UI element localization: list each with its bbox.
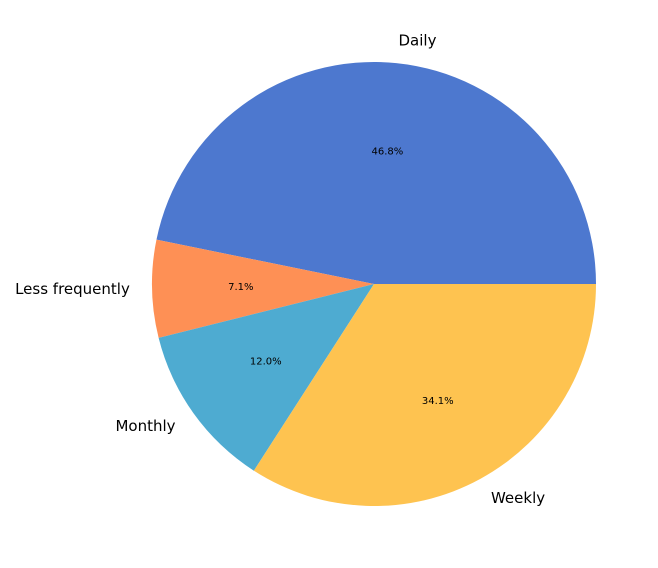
- pie-slice-daily: [156, 62, 597, 284]
- pie-slices: [152, 62, 597, 507]
- slice-percent-weekly: 34.1%: [422, 396, 454, 407]
- slice-label-less-frequently: Less frequently: [15, 280, 130, 298]
- pie-slice-weekly: [253, 284, 596, 507]
- pie-slice-monthly: [158, 284, 374, 471]
- slice-percent-less-frequently: 7.1%: [228, 282, 253, 293]
- slice-label-monthly: Monthly: [115, 417, 175, 435]
- slice-percent-daily: 46.8%: [371, 146, 403, 157]
- pie-slice-less-frequently: [152, 239, 374, 338]
- slice-percent-monthly: 12.0%: [250, 357, 282, 368]
- slice-label-daily: Daily: [399, 32, 437, 50]
- slice-label-weekly: Weekly: [491, 489, 545, 507]
- pie-labels: Daily 46.8% Less frequently 7.1% Monthly 12.0…: [15, 32, 545, 507]
